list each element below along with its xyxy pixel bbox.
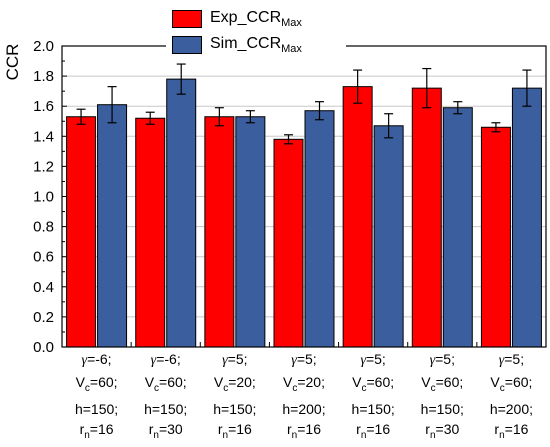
y-tick-label: 0.6	[33, 249, 54, 266]
x-category-label-line: rn=16	[79, 421, 114, 442]
legend-swatch-sim	[172, 36, 202, 54]
x-category-label-line: h=150;	[213, 400, 257, 417]
bar-exp	[411, 87, 442, 348]
bar-sim	[235, 116, 266, 348]
x-category-label-line: Vc=20;	[283, 373, 325, 394]
x-category-label: γ=5; Vc=60; h=150; rn=16	[340, 349, 406, 447]
error-bar	[384, 113, 394, 139]
bars	[66, 78, 542, 348]
legend-label-sim: Sim_CCRMax	[210, 34, 302, 56]
x-category-label-line: γ=5;	[429, 351, 455, 368]
x-category-label: γ=5; Vc=60; h=200; rn=16	[478, 349, 544, 447]
x-category-label-line: γ=-6;	[150, 351, 181, 368]
bar-sim	[97, 104, 128, 348]
x-category-label-line: h=150;	[351, 400, 395, 417]
x-category-label-line: rn=30	[425, 421, 460, 442]
bar-sim	[373, 125, 404, 348]
error-bar	[145, 111, 155, 125]
y-tick-label: 0.4	[33, 279, 54, 296]
error-bar	[284, 134, 293, 145]
bar-sim	[511, 87, 542, 348]
x-category-label-line: h=200;	[489, 400, 534, 417]
error-bar	[422, 67, 432, 109]
x-category-label-line: γ=-6;	[81, 351, 112, 368]
y-tick-label: 2.0	[33, 38, 54, 55]
error-bar	[214, 107, 224, 127]
x-category-label-line: h=150;	[74, 400, 119, 417]
x-category-label-line: h=150;	[420, 400, 464, 417]
error-bar	[315, 101, 324, 121]
error-bar	[353, 69, 363, 104]
error-bar	[245, 110, 255, 124]
x-category-label-line: γ=5;	[360, 351, 386, 368]
y-tick-label: 0.0	[33, 339, 54, 356]
bar-exp	[135, 117, 166, 348]
x-category-label-line: h=200;	[282, 400, 326, 417]
x-category-label: γ=5; Vc=20; h=200; rn=16	[271, 349, 337, 447]
error-bar	[107, 86, 117, 124]
y-tick-label: 0.8	[33, 219, 54, 236]
x-category-label-line: Vc=60;	[144, 373, 187, 394]
y-tick-labels: 0.0 0.2 0.4 0.6 0.8 1.0 1.2 1.4 1.6 1.8 2.0	[33, 38, 54, 356]
x-category-label-line: rn=30	[148, 421, 183, 442]
x-category-label-line: rn=16	[356, 421, 391, 442]
error-bar	[453, 101, 463, 115]
y-tick-label: 0.2	[33, 309, 54, 326]
x-category-label-line: Vc=60;	[75, 373, 118, 394]
legend-swatch-exp	[172, 10, 202, 28]
x-category-label: γ=5; Vc=60; h=150; rn=30	[409, 349, 475, 447]
legend-item-exp: Exp_CCRMax	[172, 7, 302, 31]
x-category-label: γ=-6; Vc=60; h=150; rn=30	[133, 349, 199, 447]
bar-exp	[273, 138, 304, 348]
x-category-label-line: γ=5;	[222, 351, 248, 368]
x-category-label-line: Vc=20;	[213, 373, 256, 394]
legend: Exp_CCRMax Sim_CCRMax	[166, 2, 346, 60]
bar-exp	[204, 116, 235, 348]
x-category-label-line: rn=16	[287, 421, 321, 442]
legend-item-sim: Sim_CCRMax	[172, 33, 302, 57]
x-category-label-line: rn=16	[217, 421, 252, 442]
y-tick-label: 1.6	[33, 98, 54, 115]
bar-sim	[442, 107, 473, 348]
x-category-label-line: γ=5;	[291, 351, 317, 368]
x-category-label-line: Vc=60;	[490, 373, 533, 394]
bar-sim	[166, 78, 197, 348]
y-tick-label: 1.8	[33, 68, 54, 85]
x-category-label: γ=-6; Vc=60; h=150; rn=16	[64, 349, 130, 447]
grid-lines	[62, 75, 546, 318]
error-bar	[491, 122, 501, 133]
error-bar	[522, 69, 532, 107]
error-bar	[176, 63, 186, 95]
y-tick-label: 1.0	[33, 189, 54, 206]
y-tick-label: 1.2	[33, 158, 54, 175]
y-tick-label: 1.4	[33, 128, 54, 145]
bar-exp	[66, 116, 97, 348]
legend-label-exp: Exp_CCRMax	[210, 8, 302, 30]
x-category-label-line: Vc=60;	[421, 373, 464, 394]
error-bar	[76, 108, 86, 125]
x-category-label-line: h=150;	[144, 400, 188, 417]
x-category-label-line: Vc=60;	[352, 373, 395, 394]
bar-exp	[480, 126, 511, 348]
x-category-label: γ=5; Vc=20; h=150; rn=16	[202, 349, 268, 447]
x-category-label-line: rn=16	[494, 421, 529, 442]
bar-sim	[304, 110, 335, 348]
bar-exp	[342, 86, 373, 348]
y-axis-label: CCR	[3, 44, 22, 81]
x-category-label-line: γ=5;	[498, 351, 525, 368]
error-bars	[76, 63, 532, 145]
